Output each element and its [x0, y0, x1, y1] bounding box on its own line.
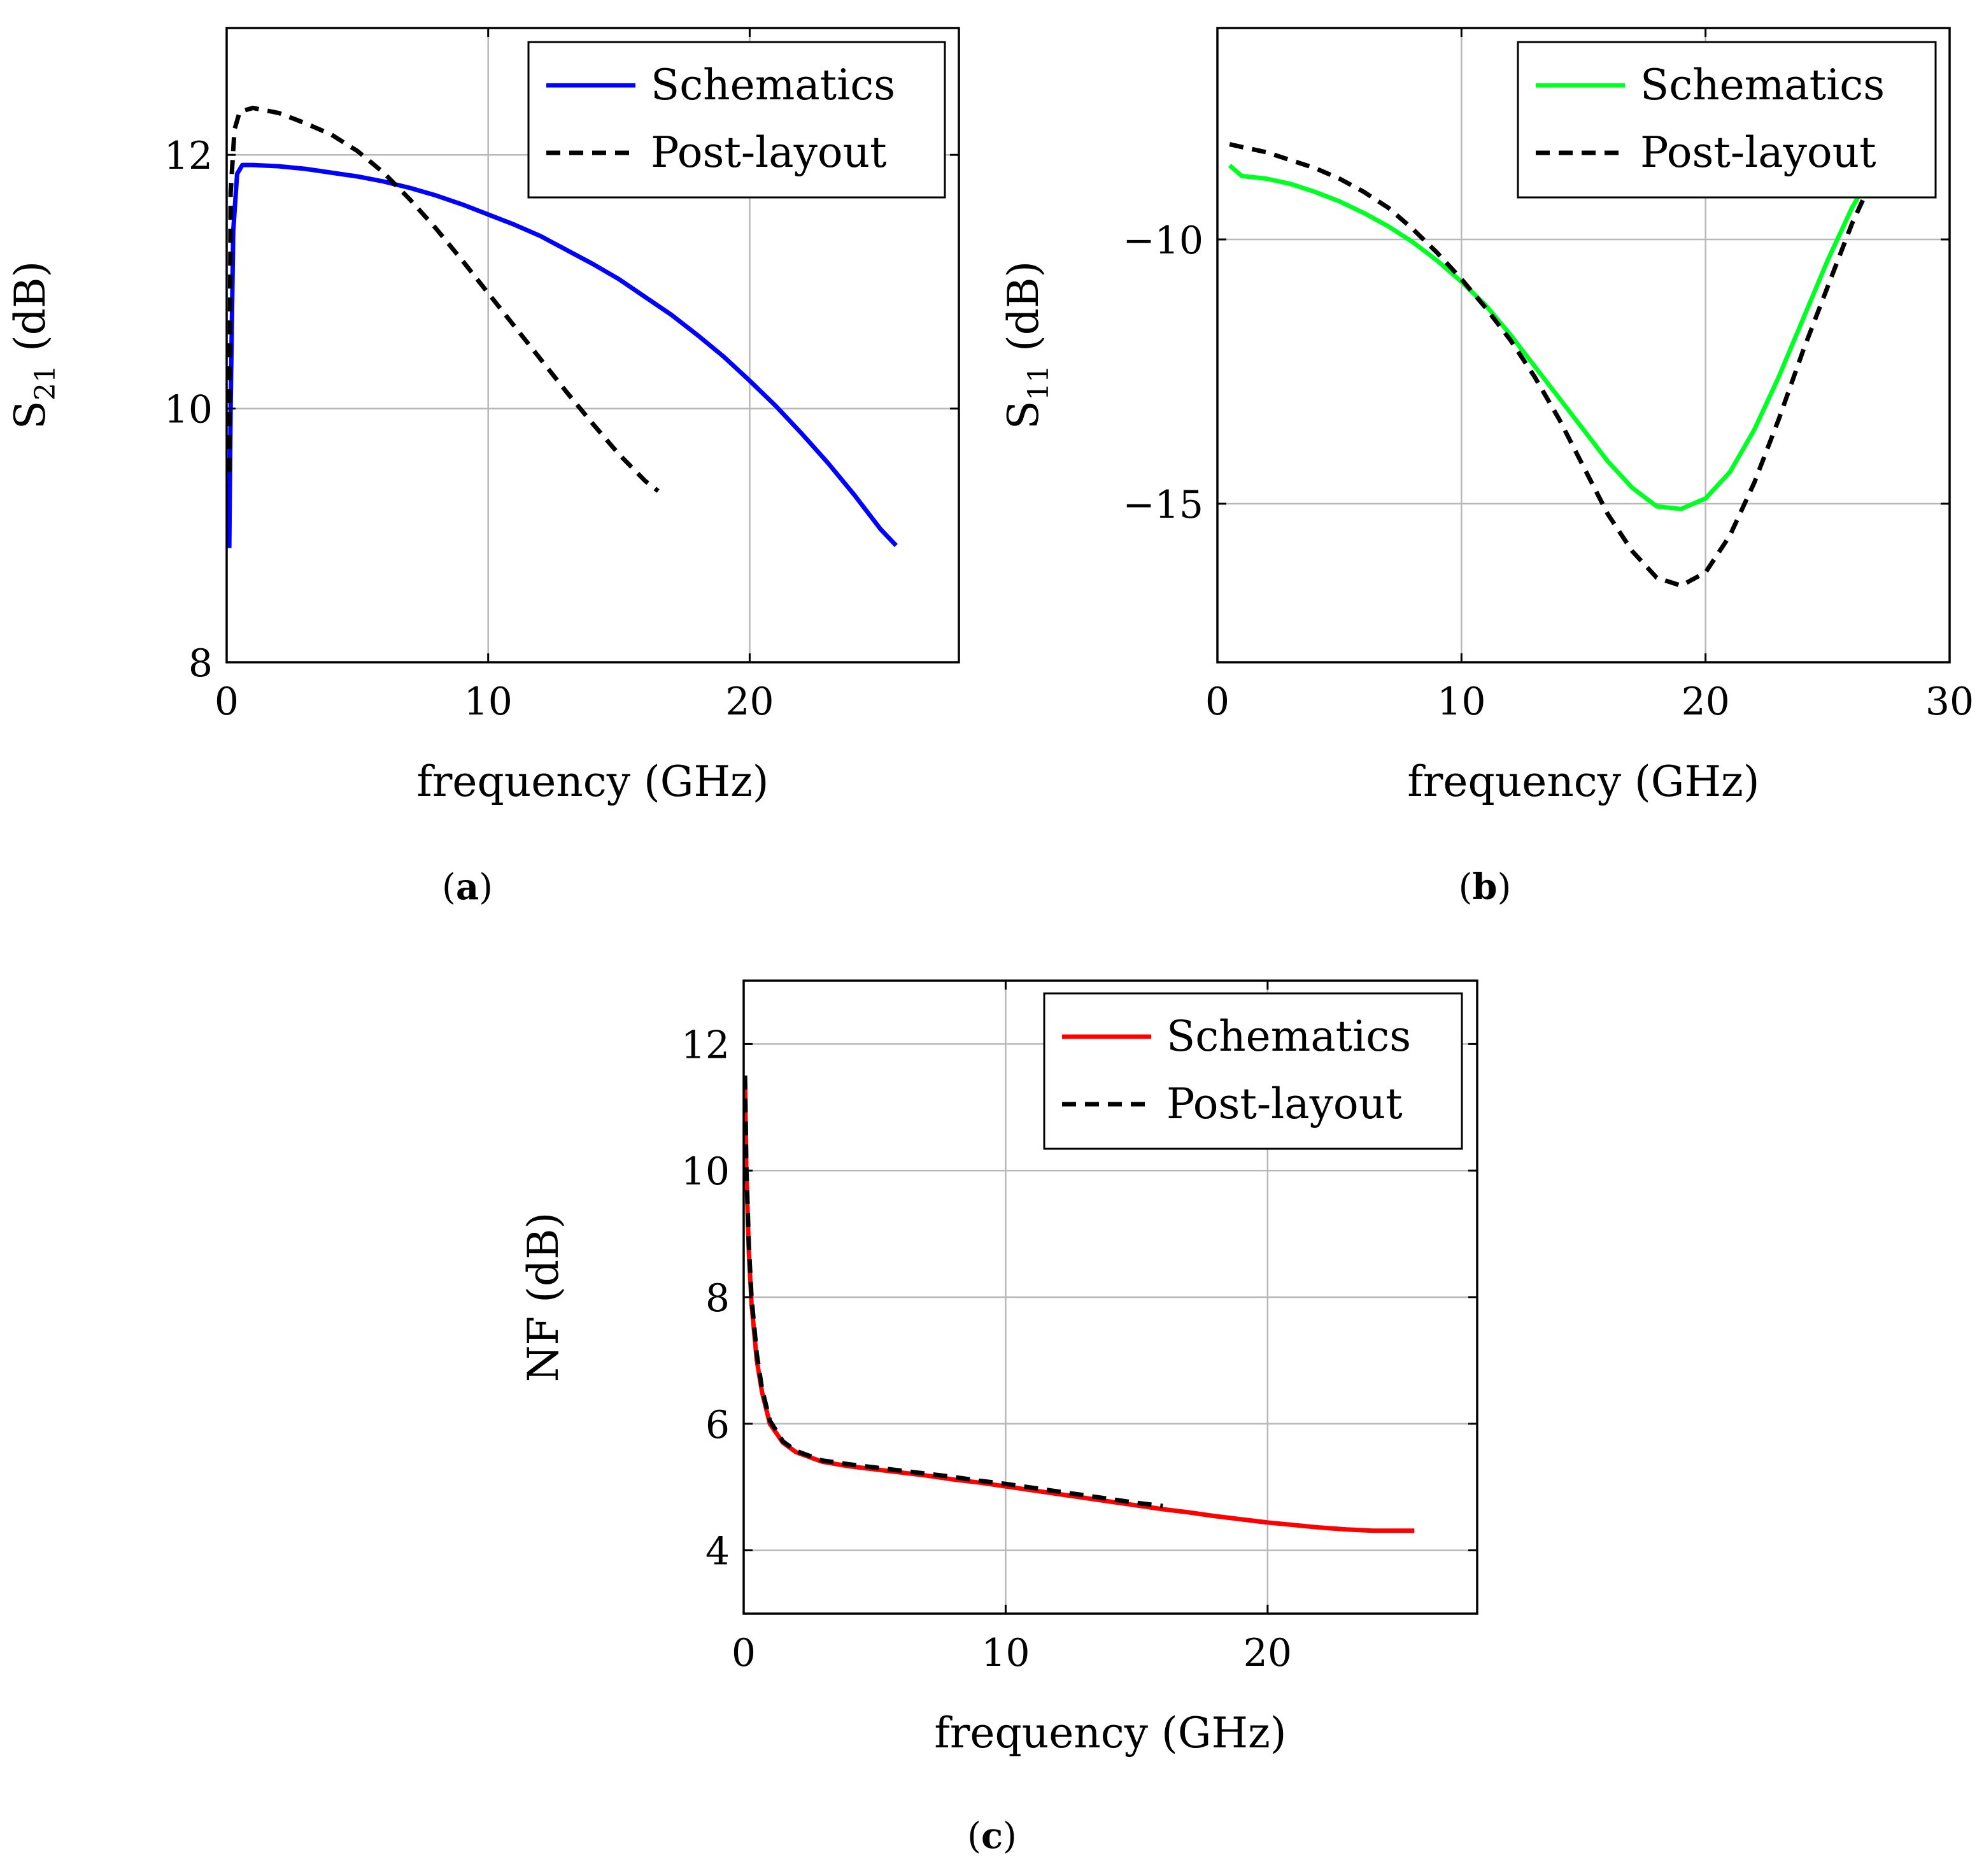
y-tick-label: 12: [164, 134, 213, 178]
caption-c: (c): [967, 1815, 1017, 1857]
y-axis-label-prefix: S: [999, 401, 1048, 429]
legend-label: Post-layout: [1166, 1079, 1403, 1128]
y-axis-label-prefix: S: [6, 401, 55, 429]
legend-box: [1517, 41, 1937, 199]
x-tick-label: 10: [464, 679, 513, 724]
y-axis-label-subscript: 11: [1023, 365, 1055, 401]
y-tick-label: 10: [681, 1149, 730, 1194]
chart-panel-a: 0 10 20 8 10 12 frequency (GHz) S21 (dB) Schemat…: [6, 27, 960, 806]
series-line-post-layout: [227, 106, 660, 493]
series-line-post-layout: [744, 1076, 1163, 1509]
chart-panel-b: 0 10 20 30 −15 −10 frequency (GHz) S11 (dB) Sche…: [999, 27, 1974, 806]
y-axis-label: S11 (dB): [999, 261, 1055, 429]
x-axis-label: frequency (GHz): [934, 1709, 1286, 1758]
x-tick-label: 10: [1437, 679, 1485, 724]
y-tick-label: 8: [188, 641, 213, 686]
caption-a: (a): [442, 866, 493, 908]
legend-label: Post-layout: [651, 128, 887, 177]
x-tick-label: 0: [732, 1631, 756, 1675]
legend-label: Schematics: [1640, 60, 1885, 110]
y-tick-label: −10: [1123, 218, 1203, 263]
y-axis-label-suffix: (dB): [999, 261, 1048, 365]
y-tick-label: −15: [1123, 483, 1203, 527]
x-tick-label: 30: [1925, 679, 1974, 724]
legend-label: Schematics: [651, 60, 895, 110]
caption-b: (b): [1459, 866, 1512, 908]
series-line-post-layout: [1229, 142, 1879, 588]
legend-label: Schematics: [1166, 1012, 1411, 1061]
y-axis-label: NF (dB): [519, 1212, 568, 1382]
x-tick-label: 20: [1681, 679, 1729, 724]
x-axis-label: frequency (GHz): [416, 757, 769, 806]
series-line-schematics: [1228, 164, 1879, 511]
x-tick-label: 0: [215, 679, 239, 724]
legend-box: [527, 41, 946, 199]
y-axis-label: S21 (dB): [6, 261, 62, 429]
y-axis-label-suffix: (dB): [519, 1212, 568, 1316]
y-axis-label-subscript: 21: [29, 365, 62, 401]
plot-frame: [1216, 27, 1951, 664]
y-axis-label-suffix: (dB): [6, 261, 55, 365]
y-tick-label: 4: [705, 1530, 730, 1574]
legend-label: Post-layout: [1640, 128, 1876, 177]
y-tick-label: 8: [705, 1276, 730, 1321]
x-tick-label: 10: [981, 1631, 1030, 1675]
chart-panel-c: 0 10 20 4 6 8 10 12 frequency (GHz) NF (dB) Schema…: [519, 979, 1478, 1758]
y-tick-label: 12: [681, 1023, 730, 1067]
x-axis-label: frequency (GHz): [1407, 757, 1759, 806]
plot-frame: [225, 27, 960, 664]
y-tick-label: 6: [705, 1403, 730, 1447]
series-line-schematics: [227, 162, 898, 548]
y-axis-label-prefix: NF: [519, 1316, 568, 1382]
legend-box: [1043, 992, 1463, 1150]
y-tick-label: 10: [164, 388, 213, 432]
x-tick-label: 0: [1205, 679, 1229, 724]
x-tick-label: 20: [725, 679, 774, 724]
x-tick-label: 20: [1244, 1631, 1292, 1675]
